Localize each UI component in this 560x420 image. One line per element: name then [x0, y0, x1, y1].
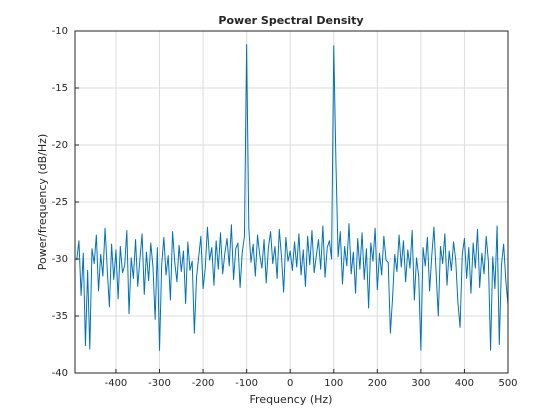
chart-title: Power Spectral Density [218, 14, 363, 27]
x-tick-label: 100 [324, 378, 343, 389]
series [76, 44, 509, 351]
y-tick-label: -10 [52, 26, 68, 37]
x-tick-label: 300 [411, 378, 430, 389]
x-tick-label: -400 [105, 378, 128, 389]
y-tick-label: -35 [52, 311, 68, 322]
x-tick-label: 500 [498, 378, 517, 389]
y-tick-label: -15 [52, 83, 68, 94]
x-tick-label: 0 [287, 378, 293, 389]
psd-line [76, 44, 509, 351]
y-tick-label: -20 [52, 140, 68, 151]
x-tick-label: -100 [235, 378, 258, 389]
x-axis-label: Frequency (Hz) [250, 393, 333, 406]
x-tick-label: 200 [368, 378, 387, 389]
y-tick-label: -30 [52, 254, 68, 265]
y-axis-label: Power/frequency (dB/Hz) [36, 134, 49, 271]
y-tick-label: -25 [52, 197, 68, 208]
x-tick-label: 400 [455, 378, 474, 389]
y-tick-label: -40 [52, 368, 68, 379]
ticks: -400 -300 -200 -100 0 100 200 300 400 500 -40 -35 -3… [52, 26, 518, 389]
x-tick-label: -200 [192, 378, 215, 389]
x-tick-label: -300 [148, 378, 171, 389]
